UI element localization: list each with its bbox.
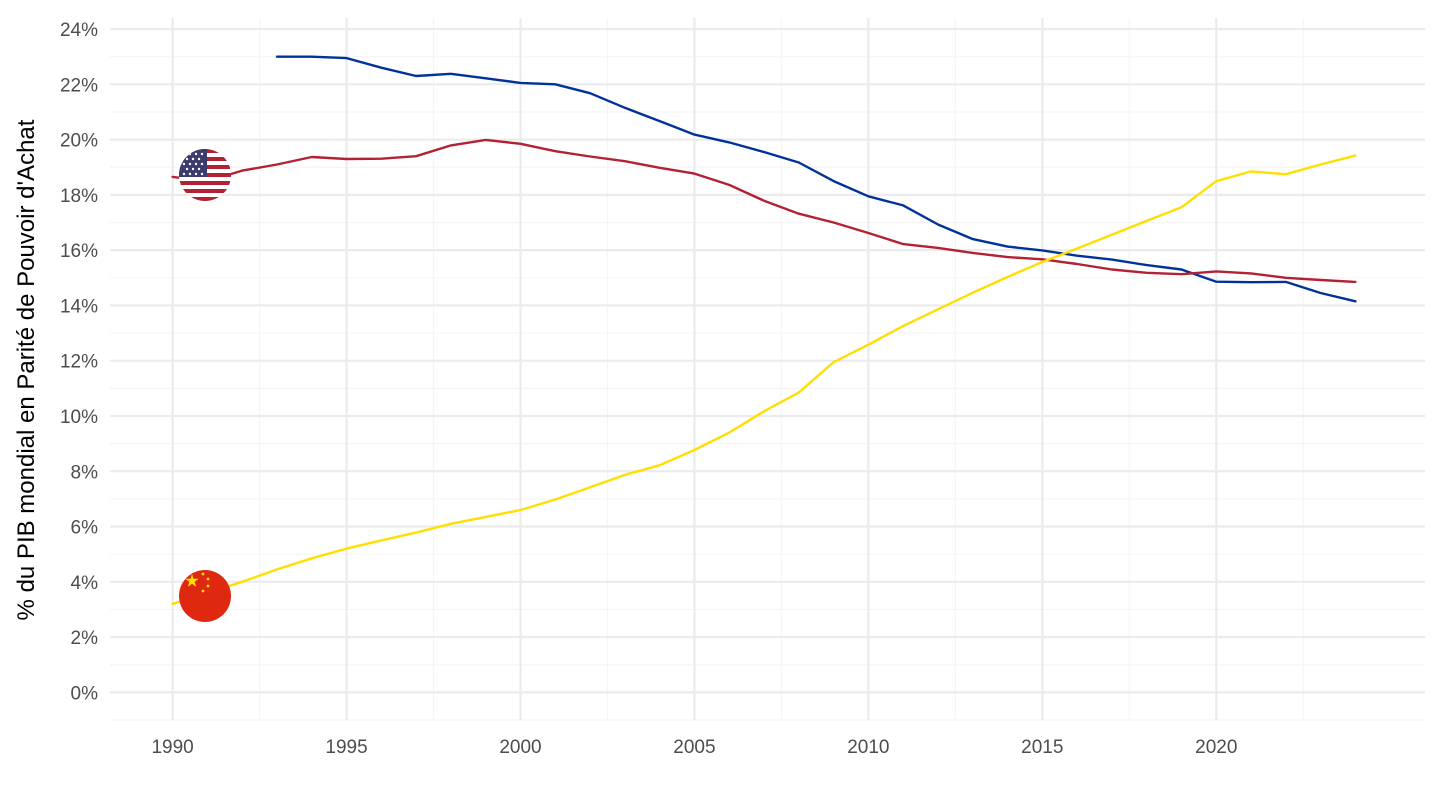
- x-tick-label: 2010: [847, 737, 889, 758]
- grid: [110, 18, 1425, 721]
- y-tick-label: 0%: [71, 683, 99, 704]
- y-axis-title: % du PIB mondial en Parité de Pouvoir d'…: [13, 119, 40, 620]
- series-lines: [171, 55, 1357, 606]
- series-line-eu: [275, 55, 1357, 303]
- china-flag-icon: [179, 570, 231, 622]
- y-tick-label: 10%: [60, 407, 98, 428]
- y-tick-label: 6%: [71, 518, 99, 539]
- y-tick-label: 8%: [71, 462, 99, 483]
- x-tick-label: 1995: [325, 737, 367, 758]
- y-axis: 0% 2% 4% 6% 8% 10% 12% 14% 16% 18% 20% 22% 24%: [60, 20, 98, 704]
- y-tick-label: 12%: [60, 352, 98, 373]
- x-tick-label: 2005: [673, 737, 715, 758]
- series-line-us: [171, 138, 1357, 284]
- y-tick-label: 20%: [60, 131, 98, 152]
- y-tick-label: 4%: [71, 573, 99, 594]
- y-tick-label: 14%: [60, 296, 98, 317]
- x-tick-label: 1990: [151, 737, 193, 758]
- x-tick-label: 2000: [499, 737, 541, 758]
- us-flag-icon: [179, 149, 231, 201]
- y-tick-label: 22%: [60, 75, 98, 96]
- x-tick-label: 2020: [1195, 737, 1237, 758]
- y-tick-label: 18%: [60, 186, 98, 207]
- x-tick-label: 2015: [1021, 737, 1063, 758]
- series-line-cn: [171, 154, 1357, 606]
- x-axis: 1990 1995 2000 2005 2010 2015 2020: [151, 737, 1237, 758]
- y-tick-label: 24%: [60, 20, 98, 41]
- y-tick-label: 16%: [60, 241, 98, 262]
- y-tick-label: 2%: [71, 628, 99, 649]
